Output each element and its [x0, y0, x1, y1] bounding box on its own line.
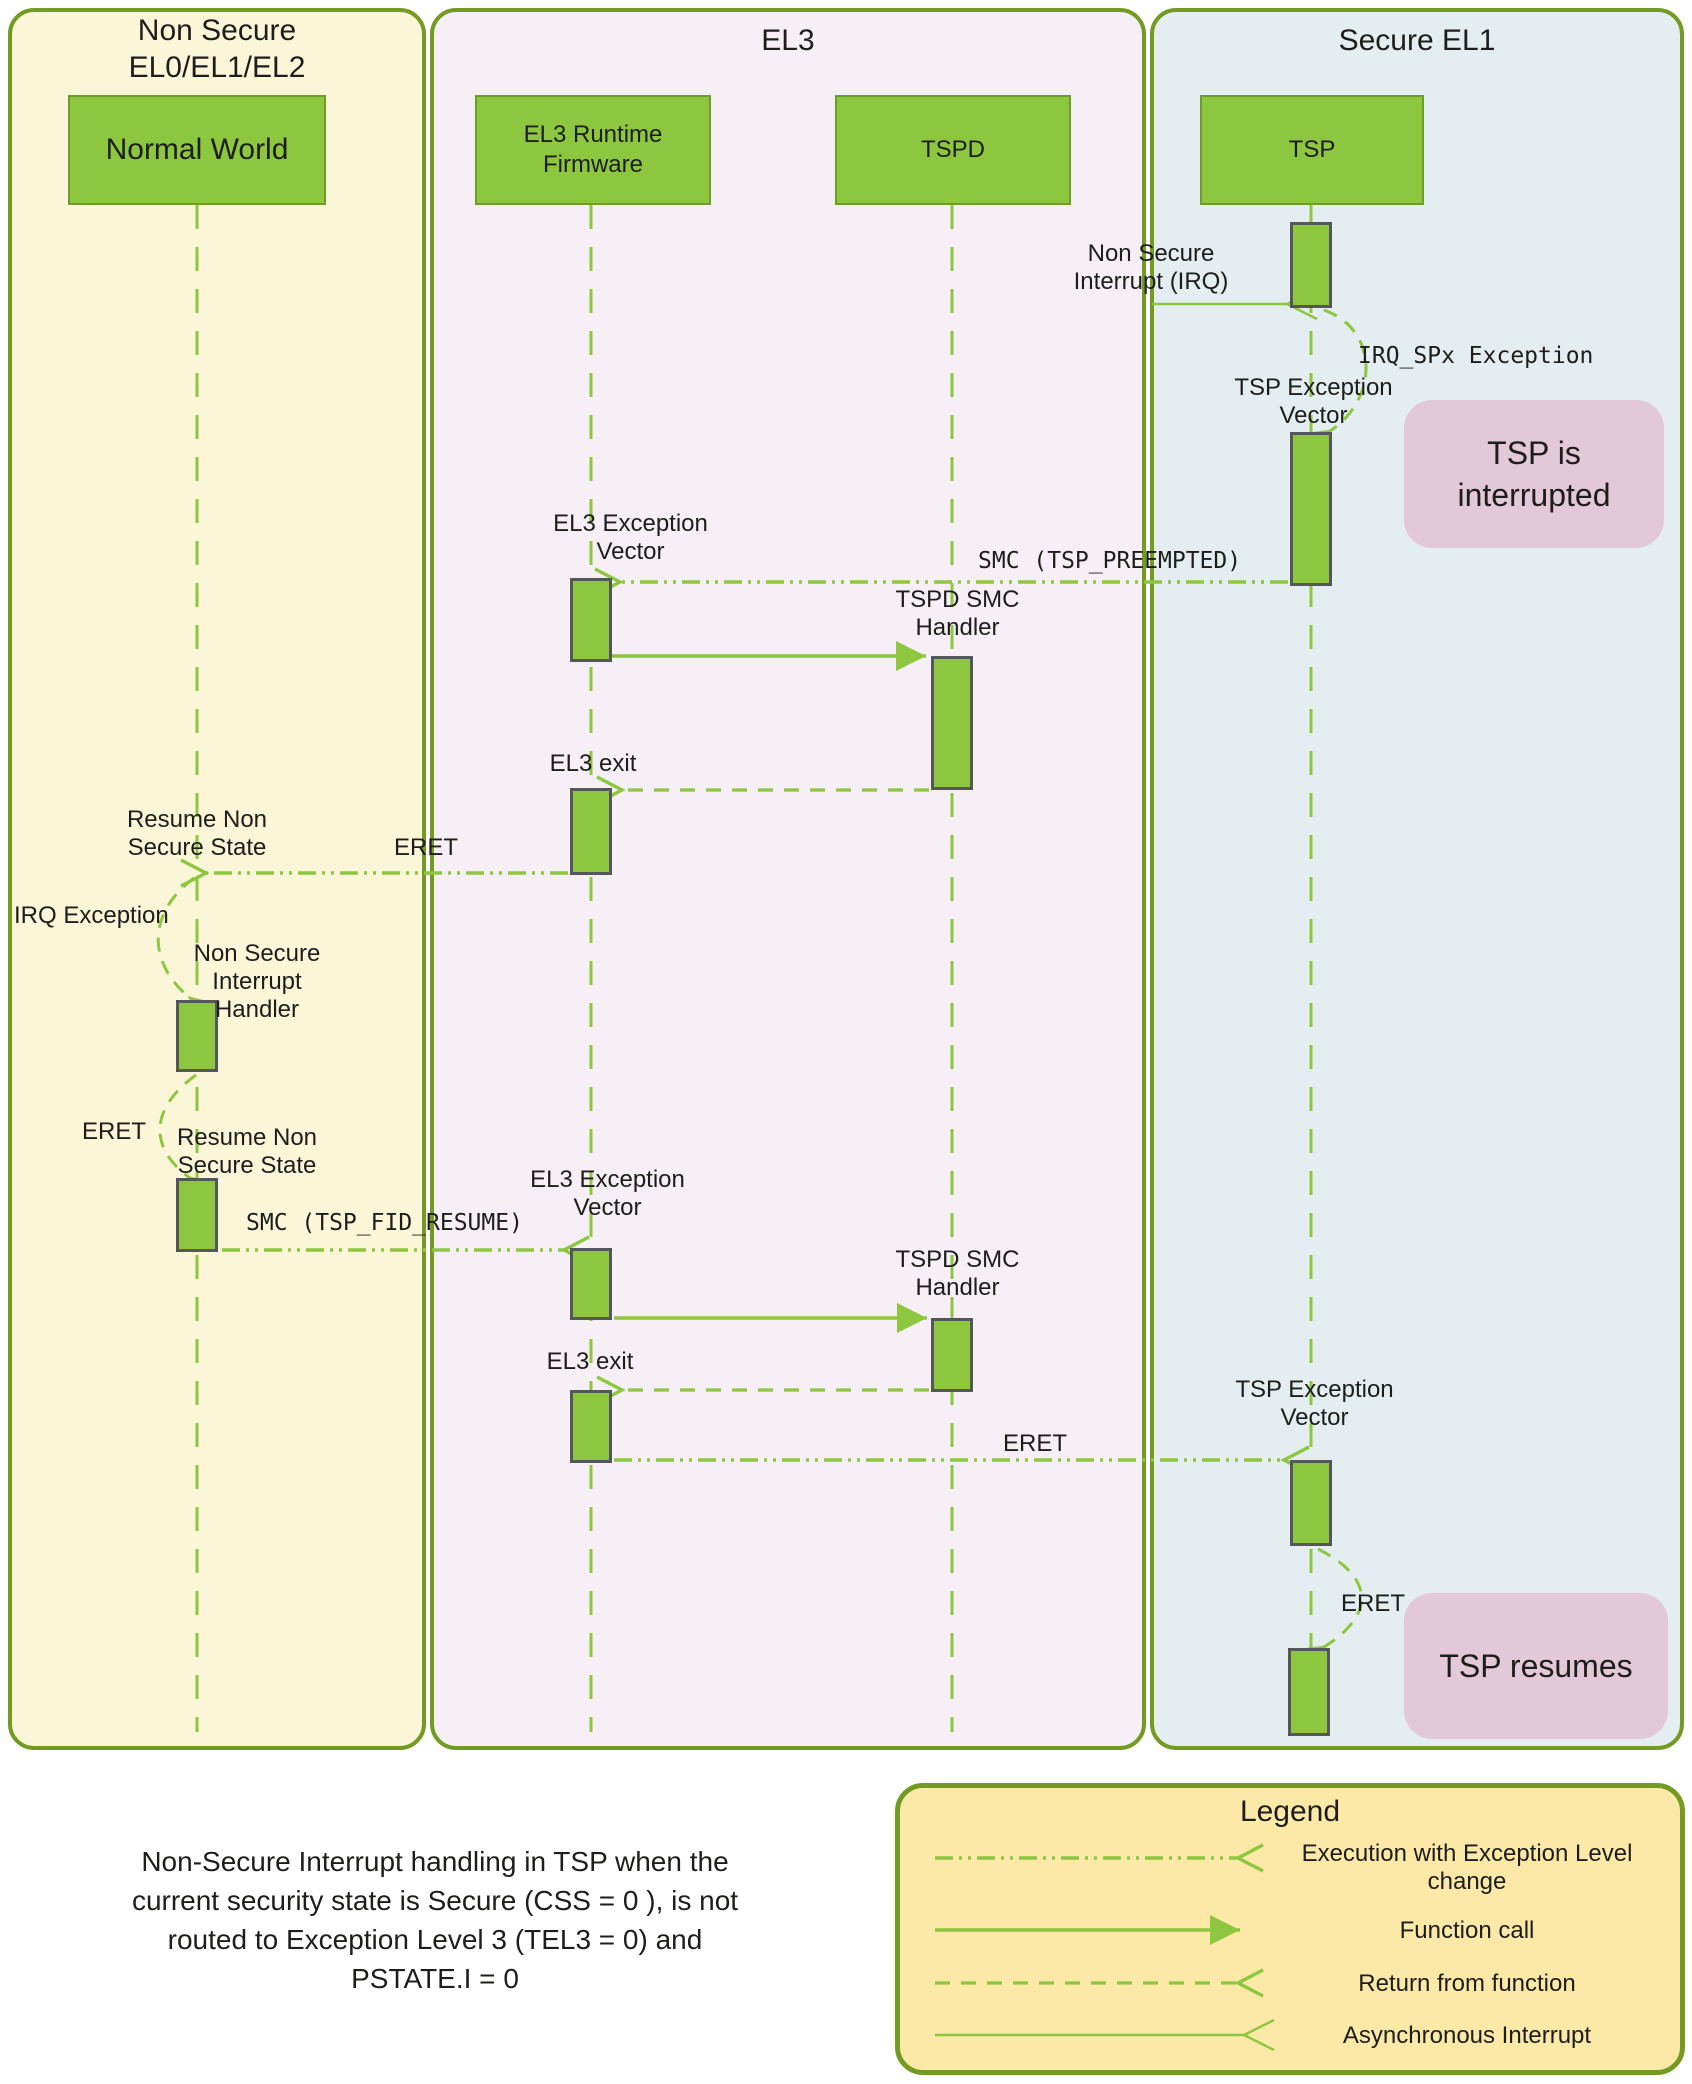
legend-label-return-from-function: Return from function [1358, 1970, 1576, 1997]
label-tspd-smc-handler-1: TSPD SMC Handler [895, 586, 1020, 641]
lane-title-non-secure: Non Secure EL0/EL1/EL2 [128, 14, 306, 84]
label-smc-tsp-fid-resume: SMC (TSP_FID_RESUME) [246, 1210, 523, 1236]
participant-normal-world-label: Normal World [105, 133, 289, 166]
label-resume-non-secure-2: Resume Non Secure State [176, 1124, 318, 1179]
activation-el3-exit-2 [570, 1390, 612, 1463]
label-smc-tsp-preempted: SMC (TSP_PREEMPTED) [978, 548, 1242, 574]
legend-label-function-call: Function call [1399, 1917, 1535, 1944]
label-tspd-smc-handler-2: TSPD SMC Handler [895, 1246, 1020, 1301]
label-irq-exception: IRQ Exception [14, 902, 169, 929]
label-eret-2: ERET [82, 1118, 147, 1145]
label-resume-non-secure-1: Resume Non Secure State [126, 806, 268, 861]
participant-el3-runtime-firmware-label: EL3 Runtime Firmware [523, 121, 663, 178]
activation-tspd-smc-handler-2 [931, 1318, 973, 1392]
label-eret-1: ERET [393, 834, 458, 861]
legend-label-exception-level-change: Execution with Exception Level change [1301, 1840, 1633, 1895]
lane-el3 [430, 8, 1146, 1750]
participant-el3-runtime-firmware: EL3 Runtime Firmware [475, 95, 711, 205]
label-el3-exit-1: EL3 exit [549, 750, 637, 777]
legend-label-asynchronous-interrupt: Asynchronous Interrupt [1342, 2022, 1592, 2049]
activation-tsp-1 [1290, 222, 1332, 308]
label-irq-spx-exception: IRQ_SPx Exception [1358, 343, 1594, 369]
activation-tsp-exception-vector-2 [1290, 1460, 1332, 1546]
lane-non-secure [8, 8, 426, 1750]
note-tsp-is-interrupted: TSP is interrupted [1404, 400, 1664, 548]
lane-title-secure-el1: Secure EL1 [1338, 24, 1496, 57]
label-ns-interrupt-handler: Non Secure Interrupt Handler [193, 940, 321, 1023]
participant-tspd: TSPD [835, 95, 1071, 205]
activation-el3-exit-1 [570, 788, 612, 875]
label-tsp-exception-vector-2: TSP Exception Vector [1235, 1376, 1394, 1431]
label-el3-exception-vector-2: EL3 Exception Vector [530, 1166, 685, 1221]
activation-tsp-exception-vector-1 [1290, 432, 1332, 586]
legend-title: Legend [1239, 1795, 1341, 1828]
participant-tsp: TSP [1200, 95, 1424, 205]
activation-el3-exception-vector-1 [570, 578, 612, 662]
diagram-caption: Non-Secure Interrupt handling in TSP whe… [131, 1846, 739, 1994]
activation-resume-non-secure [176, 1178, 218, 1252]
label-tsp-exception-vector-1: TSP Exception Vector [1234, 374, 1393, 429]
label-eret-3: ERET [1002, 1430, 1067, 1457]
lane-title-el3: EL3 [761, 24, 815, 57]
participant-tspd-label: TSPD [920, 136, 985, 163]
participant-tsp-label: TSP [1288, 136, 1336, 163]
activation-el3-exception-vector-2 [570, 1248, 612, 1320]
label-el3-exception-vector-1: EL3 Exception Vector [553, 510, 708, 565]
label-el3-exit-2: EL3 exit [546, 1348, 634, 1375]
activation-tspd-smc-handler-1 [931, 656, 973, 790]
label-eret-4: ERET [1340, 1590, 1405, 1617]
participant-normal-world: Normal World [68, 95, 326, 205]
activation-tsp-final [1288, 1648, 1330, 1736]
note-tsp-resumes: TSP resumes [1404, 1593, 1668, 1739]
label-non-secure-interrupt: Non Secure Interrupt (IRQ) [1073, 240, 1229, 295]
